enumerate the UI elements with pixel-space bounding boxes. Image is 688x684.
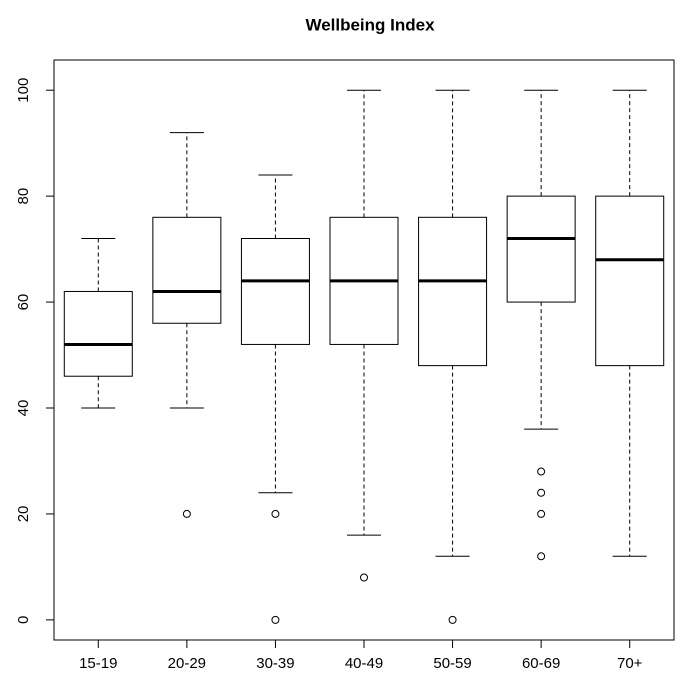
box [240,238,310,345]
x-tick-label: 20-29 [168,655,206,672]
x-tick-label: 50-59 [433,655,471,672]
chart-title: Wellbeing Index [305,15,435,34]
y-tick-label: 20 [15,506,32,523]
outlier [271,509,280,518]
x-tick-label: 60-69 [522,655,560,672]
outlier [360,573,368,582]
y-tick-label: 0 [15,616,32,624]
box [506,195,576,303]
outlier [537,552,546,561]
y-tick-label: 60 [15,294,32,311]
outlier [182,509,191,518]
outlier [271,615,280,624]
box [63,290,133,377]
x-tick-label: 70+ [617,655,643,672]
y-tick-label: 100 [15,78,32,103]
x-tick-label: 15-19 [79,655,117,672]
outlier [537,509,546,518]
x-tick-label: 30-39 [256,655,294,672]
y-tick-label: 40 [15,400,32,417]
outlier [537,488,546,497]
outlier [537,467,546,476]
y-tick-label: 80 [15,188,32,205]
outlier [448,615,457,624]
x-tick-label: 40-49 [345,655,383,672]
box [418,216,488,367]
box [152,216,222,324]
box [595,195,665,367]
